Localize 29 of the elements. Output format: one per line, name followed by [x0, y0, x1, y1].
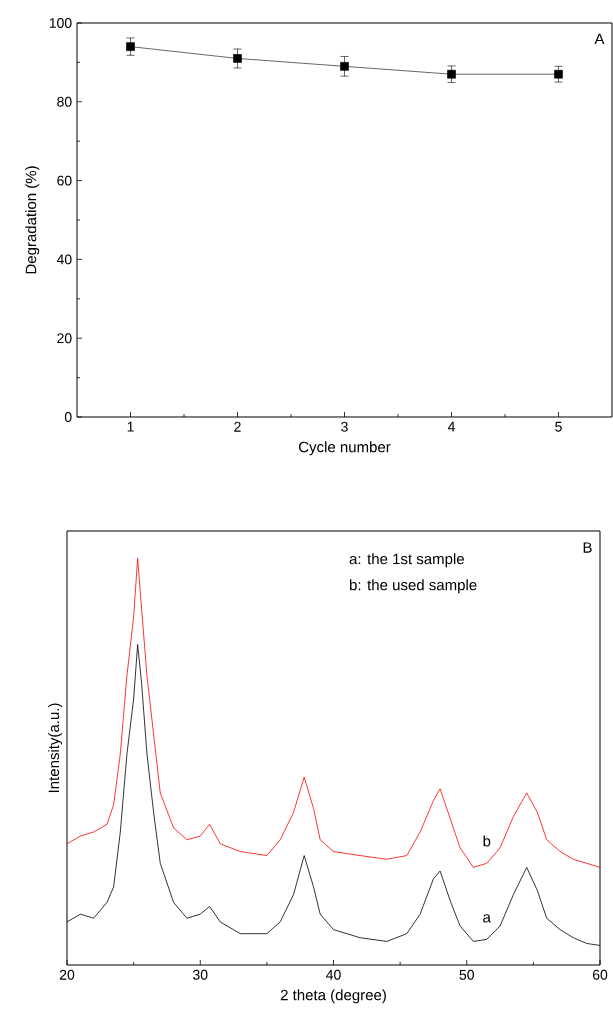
x-tick-label: 3 [341, 421, 348, 432]
y-tick-label: 60 [57, 175, 72, 186]
x-tick-label: 30 [193, 969, 208, 980]
y-tick-label: 100 [49, 18, 72, 28]
annotation: a: the 1st sample [349, 553, 464, 568]
text: B [583, 542, 592, 553]
y-tick-label: 80 [57, 96, 72, 107]
y-tick-label: 0 [64, 412, 72, 422]
point [126, 42, 135, 51]
x-tick-label: 4 [447, 421, 455, 432]
annotation: a [483, 914, 491, 923]
annotation: A [594, 33, 605, 45]
point [447, 69, 456, 79]
point [233, 54, 242, 63]
x-tick-label: 5 [555, 421, 562, 432]
y-axis-title: Degradation (%) [25, 166, 40, 274]
y-tick-label: 40 [56, 254, 72, 265]
x-tick-label: 60 [592, 969, 608, 980]
x-tick-label: 2 [234, 421, 241, 432]
x-tick-label: 40 [326, 969, 341, 980]
point [340, 62, 349, 71]
x-tick-label: 50 [459, 969, 474, 980]
annotation: b [483, 835, 491, 847]
y-axis-title: Intensity(a.u.) [48, 703, 63, 793]
x-axis-title: Cycle number [299, 441, 391, 456]
y-tick-label: 20 [57, 333, 72, 344]
x-tick-label: 1 [127, 421, 134, 432]
x-axis-title: 2 theta (degree) [280, 989, 386, 1004]
annotation: b: the used sample [350, 579, 477, 594]
